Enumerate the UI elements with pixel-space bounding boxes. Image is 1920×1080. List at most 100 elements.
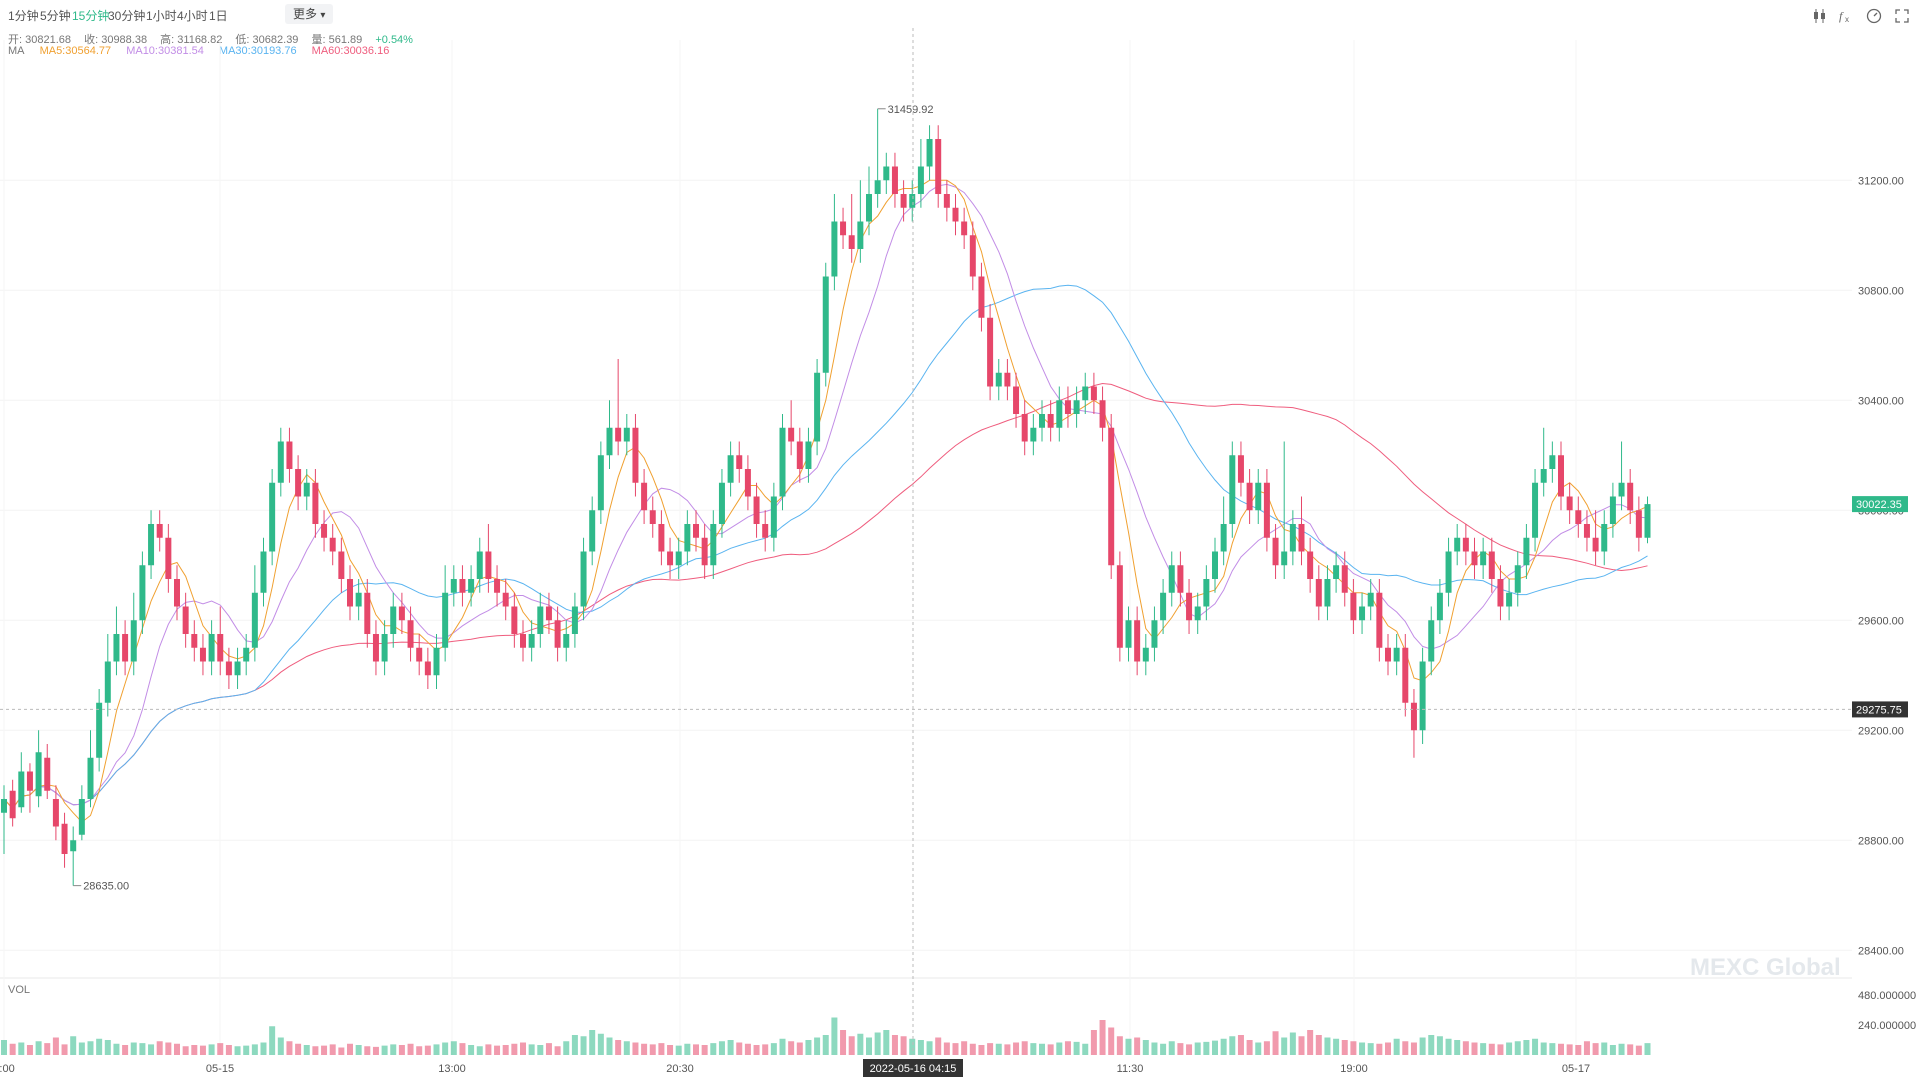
volume-bar [770,1043,777,1055]
volume-bar [545,1043,552,1055]
volume-bar [381,1045,388,1055]
volume-bar [822,1035,829,1055]
candle-body [372,634,379,662]
candle-body [701,537,708,566]
candle-body [1644,504,1651,538]
candle-body [1428,620,1435,662]
candle-body [1367,592,1374,607]
candle-body [1436,592,1443,621]
candle-body [269,482,276,552]
candle-body [450,579,457,593]
ma60-legend: MA60:30036.16 [311,45,390,57]
candle-body [1030,427,1037,442]
volume-bar [866,1037,872,1055]
candle-body [796,441,803,469]
interval-15min[interactable]: 15分钟 [72,9,110,23]
candle-body [1090,386,1097,401]
candle-body [165,537,172,579]
candle-body [926,139,933,167]
candle-body [779,427,786,497]
candle-body [234,661,241,676]
y-tick-label: 30400.00 [1858,395,1904,407]
volume-bar [831,1017,838,1055]
volume-bar [243,1045,250,1055]
candle-body [1549,455,1556,469]
interval-30min[interactable]: 30分钟 [108,9,146,23]
volume-bar [416,1046,423,1055]
candle-body [1289,524,1296,552]
interval-5min[interactable]: 5分钟 [40,9,71,23]
volume-bar [891,1035,898,1055]
candle-body [1506,592,1513,607]
interval-1h[interactable]: 1小时 [146,9,177,23]
volume-bar [736,1042,743,1055]
volume-bar [1436,1036,1443,1055]
candle-body [286,441,293,469]
candle-type-icon[interactable] [1812,8,1828,24]
interval-4h[interactable]: 4小时 [177,9,208,23]
volume-bar [295,1043,302,1055]
candle-body [632,427,639,483]
candle-body [1523,537,1530,566]
volume-bar [987,1043,994,1055]
volume-bar [234,1046,241,1055]
candle-body [468,579,475,593]
fullscreen-icon[interactable] [1894,8,1910,24]
candle-body [329,537,336,552]
candle-body [398,606,405,621]
volume-bar [1099,1020,1106,1055]
candle-body [1532,482,1539,538]
settings-dial-icon[interactable] [1866,8,1882,24]
volume-bar [615,1040,622,1055]
volume-bar [364,1046,371,1055]
candle-body [1558,455,1564,497]
volume-bar [390,1044,397,1055]
candle-body [1212,551,1218,579]
volume-bar [1367,1043,1374,1055]
volume-bar [1289,1032,1296,1055]
indicator-fx-icon[interactable]: f x [1838,8,1854,24]
volume-bar [727,1040,734,1055]
more-intervals-button[interactable]: 更多 ▾ [285,4,334,24]
candle-body [1402,647,1409,703]
volume-bar [969,1043,976,1055]
volume-bar [1177,1043,1184,1055]
x-tick-label: 20:30 [666,1063,694,1075]
candle-body [727,455,734,483]
ma30-line [3,284,1648,810]
volume-bar [528,1044,535,1055]
candle-body [433,647,440,676]
interval-1d[interactable]: 1日 [209,9,228,23]
candle-body [424,661,431,676]
candle-body [355,592,362,607]
volume-bar [1480,1043,1487,1055]
candle-body [1298,524,1305,552]
candle-body [390,606,397,634]
candle-body [1056,400,1063,428]
volume-bar [286,1041,293,1055]
volume-bar [372,1046,379,1055]
volume-bar [122,1045,129,1055]
x-tick-label: 11:30 [1117,1063,1144,1075]
interval-1min[interactable]: 1分钟 [8,9,39,23]
volume-bar [1601,1042,1608,1055]
volume-bar [1142,1040,1149,1055]
candle-body [1116,565,1123,648]
volume-bar [277,1037,284,1055]
volume-bar [641,1043,648,1055]
candle-body [9,790,16,819]
candle-body [295,469,302,497]
candle-body [563,634,570,648]
candle-body [770,496,777,538]
candle-body [476,551,483,579]
candle-body [1445,551,1452,593]
candle-body [1073,400,1080,414]
candle-body [442,592,449,648]
candle-body [1,799,7,813]
candle-body [156,524,163,538]
volume-bar [1566,1044,1573,1055]
candle-body [1324,579,1331,607]
volume-bar [537,1045,544,1055]
y-tick-label: 28800.00 [1858,835,1904,847]
